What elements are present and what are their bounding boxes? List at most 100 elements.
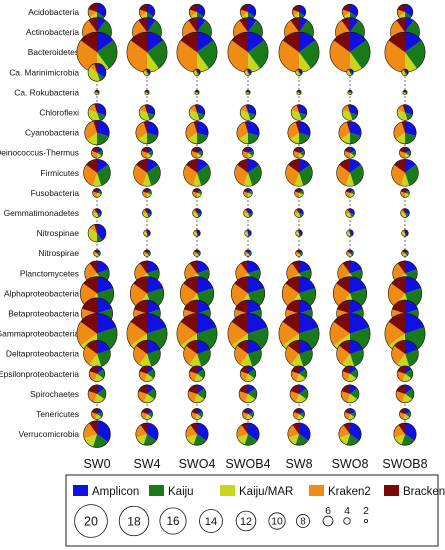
pie-slice: [147, 384, 155, 394]
pie: [244, 249, 252, 257]
pie-slice: [189, 260, 197, 274]
pie-slice: [237, 434, 248, 445]
pie-slice: [189, 9, 197, 17]
pie-outline: [244, 229, 252, 237]
pie-slice: [333, 313, 350, 334]
pie-slice: [88, 67, 100, 82]
pie-slice: [288, 340, 299, 354]
pie: [291, 4, 307, 20]
pie-slice: [248, 17, 257, 33]
pie: [395, 384, 415, 404]
pie-outline: [239, 104, 257, 121]
pie-slice: [139, 260, 147, 274]
pie-slice: [88, 17, 97, 33]
pie-slice: [397, 260, 405, 274]
pie-slice: [248, 213, 253, 218]
pie-slice: [402, 393, 413, 403]
pie: [91, 408, 103, 420]
pie-slice: [405, 388, 414, 400]
pie-slice: [97, 32, 114, 53]
pie-slice: [144, 90, 147, 93]
pie-slice: [405, 408, 411, 414]
pie-slice: [350, 260, 362, 274]
pie-outline: [138, 104, 156, 121]
pie: [83, 339, 111, 368]
pie-slice: [176, 40, 197, 73]
pie-slice: [339, 159, 350, 173]
pie-slice: [141, 408, 147, 414]
pie-slice: [248, 340, 261, 354]
pie-slice: [89, 224, 97, 234]
pie-slice: [345, 172, 355, 187]
pie: [92, 188, 102, 198]
pie-slice: [97, 147, 103, 153]
row-label: Chloroflexi: [39, 108, 79, 118]
pie-slice: [197, 408, 203, 414]
pie-outline: [93, 249, 101, 257]
pie-slice: [248, 260, 260, 274]
pie-outline: [84, 119, 110, 146]
pie-slice: [193, 70, 199, 76]
pie-slice: [92, 434, 108, 448]
pie-slice: [350, 192, 355, 198]
pie-slice: [189, 4, 197, 12]
pie-outline: [338, 422, 362, 446]
pie-slice: [88, 384, 97, 394]
legend-label: Kraken2: [328, 486, 371, 498]
pie-slice: [299, 252, 303, 256]
row-label: Tenericutes: [36, 409, 79, 419]
pie-outline: [194, 89, 200, 95]
pie-slice: [293, 408, 299, 414]
pie: [295, 229, 303, 237]
pie-slice: [282, 32, 299, 53]
pie-slice: [343, 422, 350, 435]
pie-slice: [299, 150, 305, 156]
pie-slice: [91, 150, 97, 159]
size-legend-label: 12: [240, 516, 252, 528]
pie-slice: [242, 147, 248, 153]
pie-slice: [197, 147, 203, 153]
pie-slice: [88, 3, 97, 12]
pie-slice: [180, 313, 197, 334]
pie-slice: [94, 208, 97, 213]
pie-outline: [236, 121, 260, 145]
pie: [193, 229, 201, 237]
pie-slice: [397, 353, 410, 368]
pie-slice: [82, 297, 97, 314]
pie-slice: [405, 213, 410, 218]
pie-slice: [189, 365, 197, 374]
pie: [143, 68, 151, 76]
pie-slice: [183, 164, 197, 186]
legend-label: Bracken: [403, 486, 445, 498]
pie-slice: [88, 109, 100, 122]
pie: [141, 408, 153, 420]
pie-slice: [248, 422, 260, 441]
row-label: Cyanobacteria: [25, 128, 79, 138]
pie-slice: [342, 105, 350, 113]
pie-slice: [185, 121, 197, 140]
pie: [84, 119, 110, 146]
pie: [83, 420, 111, 448]
pie-slice: [235, 263, 248, 281]
pie: [193, 249, 201, 257]
pie-outline: [94, 89, 100, 95]
pie: [245, 89, 251, 95]
pie-slice: [147, 90, 150, 93]
pie-slice: [197, 229, 201, 236]
pie-slice: [341, 17, 350, 33]
pie-slice: [194, 373, 204, 382]
pie: [76, 31, 118, 73]
pie: [294, 188, 304, 198]
pie-outline: [192, 208, 202, 218]
pie-slice: [350, 412, 356, 418]
pie-slice: [248, 72, 251, 76]
pie-outline: [400, 208, 410, 218]
pie-outline: [185, 121, 209, 145]
pie-slice: [292, 5, 299, 12]
pie: [336, 159, 364, 187]
size-legend-label: 16: [167, 515, 180, 528]
pie-outline: [293, 146, 305, 159]
pie-slice: [299, 32, 316, 53]
pie-slice: [248, 150, 254, 156]
pie-slice: [347, 104, 350, 113]
